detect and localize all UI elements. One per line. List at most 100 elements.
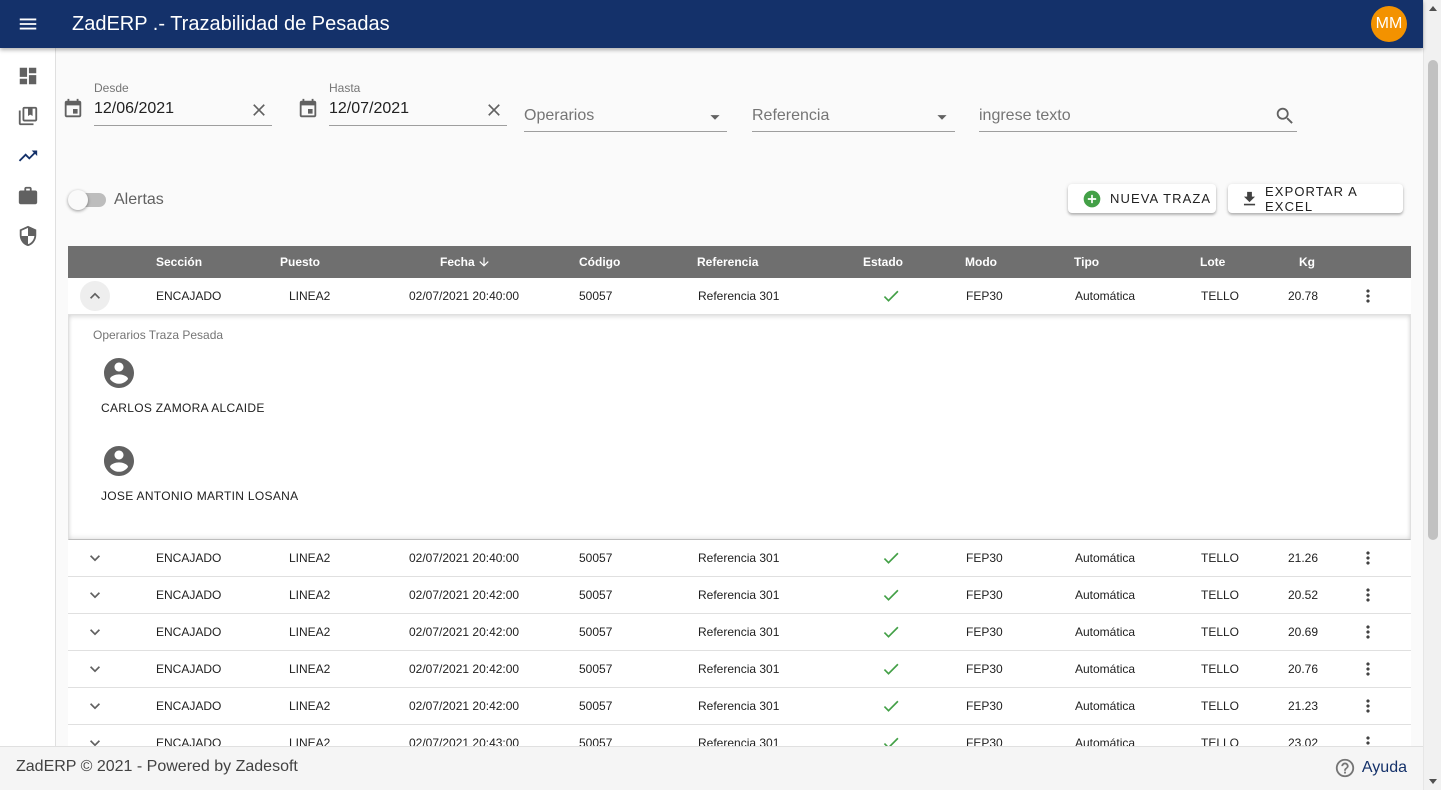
- cell-referencia: Referencia 301: [698, 588, 780, 602]
- header-estado[interactable]: Estado: [863, 255, 904, 269]
- table-row[interactable]: ENCAJADO LINEA2 02/07/2021 20:40:00 50057 Re…: [68, 540, 1411, 577]
- more-vert-icon[interactable]: [1358, 725, 1378, 761]
- cell-modo: FEP30: [966, 662, 1003, 676]
- nueva-traza-label: NUEVA TRAZA: [1110, 191, 1212, 206]
- cell-lote: TELLO: [1201, 588, 1240, 602]
- table-row[interactable]: ENCAJADO LINEA2 02/07/2021 20:42:00 50057 Re…: [68, 688, 1411, 725]
- menu-icon[interactable]: [0, 0, 56, 48]
- header-referencia[interactable]: Referencia: [697, 255, 759, 269]
- hasta-date-field[interactable]: Hasta 12/07/2021: [297, 80, 509, 130]
- cell-tipo: Automática: [1075, 625, 1136, 639]
- cell-kg: 20.78: [1288, 289, 1319, 303]
- cell-seccion: ENCAJADO: [156, 289, 222, 303]
- chevron-down-icon[interactable]: [80, 543, 110, 573]
- chevron-up-icon[interactable]: [80, 281, 110, 311]
- operarios-select[interactable]: Operarios: [524, 100, 728, 134]
- search-input[interactable]: ingrese texto: [979, 107, 1071, 124]
- briefcase-icon[interactable]: [0, 176, 56, 216]
- search-icon[interactable]: [1274, 105, 1296, 127]
- calendar-icon[interactable]: [297, 98, 319, 120]
- exportar-excel-button[interactable]: EXPORTAR A EXCEL: [1228, 184, 1403, 214]
- more-vert-icon[interactable]: [1358, 651, 1378, 687]
- more-vert-icon[interactable]: [1358, 688, 1378, 724]
- status-ok-icon: [881, 577, 901, 613]
- cell-puesto: LINEA2: [289, 551, 331, 565]
- header-fecha-label: Fecha: [440, 255, 475, 269]
- header-fecha[interactable]: Fecha: [440, 246, 491, 278]
- help-link[interactable]: Ayuda: [1334, 757, 1407, 779]
- hasta-label: Hasta: [329, 81, 361, 95]
- dashboard-icon[interactable]: [0, 56, 56, 96]
- table-row[interactable]: ENCAJADO LINEA2 02/07/2021 20:42:00 50057 Re…: [68, 651, 1411, 688]
- operator-item: JOSE ANTONIO MARTIN LOSANA: [101, 443, 298, 503]
- search-field[interactable]: ingrese texto: [979, 100, 1299, 134]
- desde-value[interactable]: 12/06/2021: [94, 100, 175, 117]
- referencia-select[interactable]: Referencia: [752, 100, 956, 134]
- shield-icon[interactable]: [0, 216, 56, 256]
- more-vert-icon[interactable]: [1358, 540, 1378, 576]
- cell-codigo: 50057: [579, 699, 613, 713]
- chevron-down-icon[interactable]: [80, 728, 110, 758]
- cell-fecha: 02/07/2021 20:42:00: [409, 662, 520, 676]
- cell-puesto: LINEA2: [289, 289, 331, 303]
- help-label: Ayuda: [1361, 759, 1407, 776]
- alerts-label: Alertas: [114, 191, 164, 208]
- more-vert-icon[interactable]: [1358, 614, 1378, 650]
- operator-name: JOSE ANTONIO MARTIN LOSANA: [101, 489, 299, 503]
- more-vert-icon[interactable]: [1358, 278, 1378, 314]
- cell-seccion: ENCAJADO: [156, 699, 222, 713]
- dropdown-arrow-icon[interactable]: [704, 106, 726, 128]
- arrow-down-icon: [479, 257, 489, 267]
- table-row[interactable]: ENCAJADO LINEA2 02/07/2021 20:42:00 50057 Re…: [68, 577, 1411, 614]
- cell-tipo: Automática: [1075, 699, 1136, 713]
- cell-codigo: 50057: [579, 662, 613, 676]
- header-codigo[interactable]: Código: [579, 255, 621, 269]
- chevron-down-icon[interactable]: [80, 580, 110, 610]
- scrollbar-thumb[interactable]: [1428, 60, 1438, 540]
- cell-fecha: 02/07/2021 20:42:00: [409, 588, 520, 602]
- alerts-toggle[interactable]: [68, 190, 108, 210]
- chevron-down-icon[interactable]: [80, 691, 110, 721]
- trending-up-icon[interactable]: [0, 136, 56, 176]
- header-tipo[interactable]: Tipo: [1074, 255, 1100, 269]
- header-modo[interactable]: Modo: [965, 255, 997, 269]
- cell-tipo: Automática: [1075, 551, 1136, 565]
- cell-kg: 20.76: [1288, 662, 1319, 676]
- nueva-traza-button[interactable]: NUEVA TRAZA: [1068, 184, 1216, 213]
- header-lote[interactable]: Lote: [1200, 255, 1226, 269]
- chevron-down-icon[interactable]: [80, 654, 110, 684]
- desde-date-field[interactable]: Desde 12/06/2021: [62, 80, 274, 130]
- table-row[interactable]: ENCAJADO LINEA2 02/07/2021 20:42:00 50057 Re…: [68, 614, 1411, 651]
- clear-icon[interactable]: [484, 100, 504, 120]
- cell-fecha: 02/07/2021 20:42:00: [409, 699, 520, 713]
- dropdown-arrow-icon[interactable]: [931, 106, 953, 128]
- cell-kg: 20.52: [1288, 588, 1319, 602]
- clear-icon[interactable]: [249, 100, 269, 120]
- library-icon[interactable]: [0, 96, 56, 136]
- cell-seccion: ENCAJADO: [156, 662, 222, 676]
- status-ok-icon: [881, 651, 901, 687]
- header-puesto[interactable]: Puesto: [280, 255, 321, 269]
- cell-modo: FEP30: [966, 625, 1003, 639]
- page-scrollbar[interactable]: [1423, 0, 1441, 790]
- operator-item: CARLOS ZAMORA ALCAIDE: [101, 355, 264, 415]
- detail-title: Operarios Traza Pesada: [93, 328, 224, 342]
- chevron-down-icon[interactable]: [80, 617, 110, 647]
- calendar-icon[interactable]: [62, 98, 84, 120]
- cell-seccion: ENCAJADO: [156, 625, 222, 639]
- more-vert-icon[interactable]: [1358, 577, 1378, 613]
- cell-kg: 21.23: [1288, 699, 1319, 713]
- cell-lote: TELLO: [1201, 662, 1240, 676]
- cell-codigo: 50057: [579, 551, 613, 565]
- cell-referencia: Referencia 301: [698, 662, 780, 676]
- user-avatar[interactable]: MM: [1371, 6, 1407, 42]
- header-kg[interactable]: Kg: [1299, 255, 1315, 269]
- cell-lote: TELLO: [1201, 625, 1240, 639]
- row-detail-panel: Operarios Traza Pesada CARLOS ZAMORA ALCA…: [68, 315, 1411, 540]
- header-seccion[interactable]: Sección: [156, 255, 203, 269]
- desde-label: Desde: [94, 81, 129, 95]
- table-row[interactable]: ENCAJADO LINEA2 02/07/2021 20:40:00 50057 Re…: [68, 278, 1411, 315]
- cell-codigo: 50057: [579, 588, 613, 602]
- hasta-value[interactable]: 12/07/2021: [329, 100, 410, 117]
- pesadas-table: Sección Puesto Fecha Código Referencia E…: [68, 246, 1411, 762]
